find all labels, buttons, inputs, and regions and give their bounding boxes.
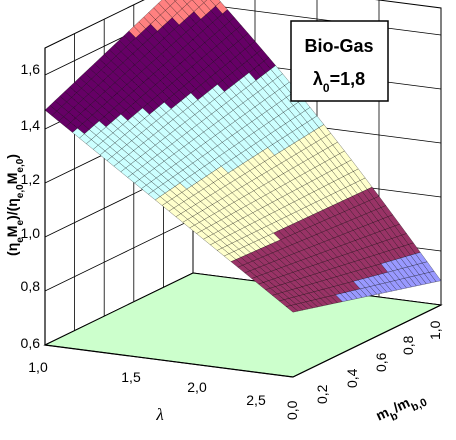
annotation-line1: Bio-Gas — [304, 36, 373, 56]
surface-mesh — [44, 0, 442, 313]
y-tick-label: 0,4 — [344, 368, 360, 388]
x-tick-label: 1,0 — [28, 359, 48, 375]
y-tick-label: 0,8 — [400, 335, 416, 355]
z-tick-labels: 0,6 0,8 1,0 1,2 1,4 1,6 — [21, 61, 41, 351]
x-axis-label: λ — [155, 405, 163, 424]
z-tick-label: 1,4 — [21, 117, 41, 133]
annotation-box: Bio-Gas λ0=1,8 — [290, 20, 389, 102]
z-tick-label: 1,2 — [21, 171, 41, 187]
y-tick-label: 0,2 — [314, 384, 330, 404]
surface-cell — [285, 305, 299, 313]
x-axis-line — [44, 344, 294, 378]
z-tick-label: 1,6 — [21, 61, 41, 77]
annotation-frame — [290, 20, 389, 102]
plot-axes — [44, 48, 442, 378]
y-tick-label: 0,0 — [284, 400, 300, 420]
y-axis-label-text: mb/mb,0 — [373, 387, 429, 429]
z-tick-label: 0,8 — [21, 278, 41, 294]
y-axis-line — [292, 304, 442, 378]
z-tick-label: 1,0 — [21, 225, 41, 241]
x-tick-label: 2,0 — [187, 379, 207, 395]
y-tick-label: 0,6 — [373, 352, 389, 372]
annotation-line2: λ0=1,8 — [313, 69, 365, 95]
y-tick-labels: 0,0 0,2 0,4 0,6 0,8 1,0 — [284, 320, 443, 420]
z-axis-label: (ηeMe)/(ηe,0Me,0) — [4, 154, 26, 256]
y-axis-label: mb/mb,0 — [373, 387, 429, 429]
z-axis-label-text: (ηeMe)/(ηe,0Me,0) — [4, 154, 26, 256]
x-tick-labels: 1,0 1,5 2,0 2,5 — [28, 359, 266, 408]
x-tick-label: 2,5 — [246, 392, 266, 408]
surface-cell — [173, 0, 177, 2]
z-tick-label: 0,6 — [21, 335, 41, 351]
y-tick-label: 1,0 — [427, 320, 443, 340]
x-tick-label: 1,5 — [121, 369, 141, 385]
